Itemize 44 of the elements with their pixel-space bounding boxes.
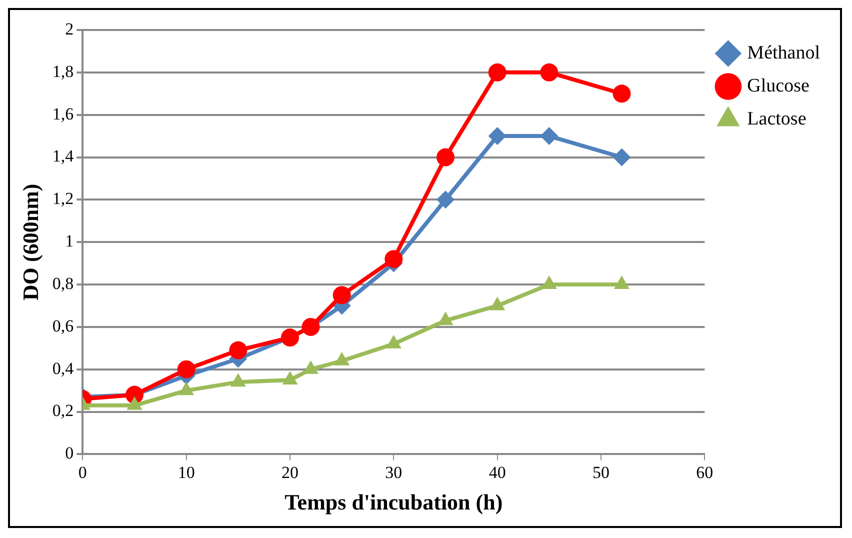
point [614,276,630,290]
x-tick-label: 40 [488,462,506,482]
x-axis-title: Temps d'incubation (h) [284,489,503,514]
y-tick-label: 0,6 [52,316,74,336]
point [540,63,558,82]
point [229,341,248,360]
y-tick-label: 1,6 [52,104,74,124]
point [612,84,631,103]
point [230,373,246,387]
point [386,334,402,348]
point [332,286,351,304]
y-tick-label: 1,4 [52,146,74,166]
point [282,370,298,384]
legend-label: Lactose [747,108,806,130]
point [178,382,194,396]
point [384,250,403,268]
y-tick-label: 2 [65,19,74,38]
y-tick-label: 0,8 [52,274,74,293]
y-tick-label: 1 [65,232,74,251]
point [334,352,350,366]
point [540,127,558,146]
y-tick-label: 1,2 [52,189,74,208]
x-tick-label: 10 [178,462,195,482]
point [488,63,506,82]
x-tick-label: 60 [696,462,714,482]
y-tick-label: 0,2 [52,401,74,420]
point [488,127,506,146]
x-tick-label: 30 [385,462,402,482]
x-tick-label: 20 [281,462,298,482]
legend-label: Glucose [747,75,810,96]
y-tick-label: 0,4 [52,358,74,378]
point [436,190,454,209]
point [436,148,454,166]
point [612,148,631,166]
point [126,396,142,410]
x-tick-label: 50 [592,462,610,482]
y-tick-label: 0 [65,444,74,463]
point [490,296,506,310]
y-axis-title: DO (600nm) [18,184,43,300]
legend-label: Méthanol [747,42,820,64]
x-tick-label: 0 [78,462,87,482]
point [177,360,196,378]
y-tick-label: 1,8 [52,62,74,81]
point [438,312,454,326]
